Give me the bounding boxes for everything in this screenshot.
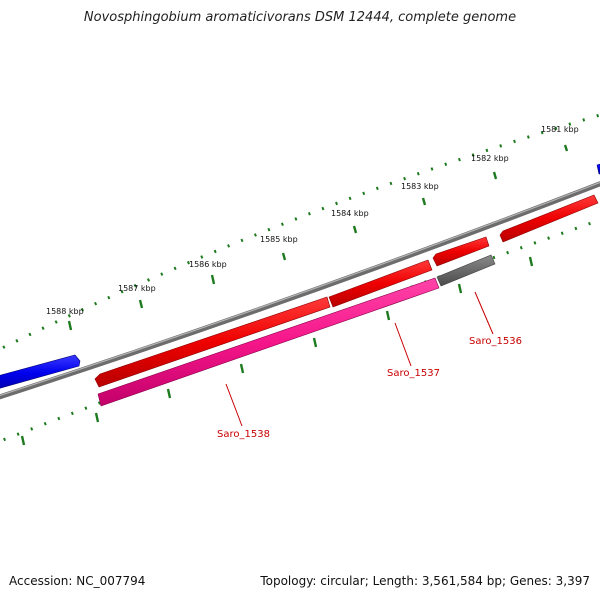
scale-label-1588: 1588 kbp bbox=[46, 307, 84, 316]
gene-forward-red-2 bbox=[328, 259, 433, 308]
genome-summary: Topology: circular; Length: 3,561,584 bp… bbox=[260, 574, 590, 588]
accession-value: NC_007794 bbox=[76, 574, 146, 588]
scale-label-1583: 1583 kbp bbox=[401, 182, 439, 191]
inner-major-ticks bbox=[20, 256, 534, 446]
length-value: 3,561,584 bp bbox=[421, 574, 502, 588]
leader-line-saro-1537 bbox=[394, 322, 412, 367]
gene-label-saro-1536: Saro_1536 bbox=[469, 336, 522, 347]
page-title: Novosphingobium aromaticivorans DSM 1244… bbox=[83, 10, 517, 25]
accession-label: Accession: bbox=[9, 574, 73, 588]
inner-major-tick bbox=[312, 337, 318, 348]
gene-forward-red-1 bbox=[94, 296, 331, 388]
genome-backbone-highlight bbox=[0, 181, 600, 396]
inner-major-tick bbox=[20, 435, 26, 446]
summary-separator: ; bbox=[364, 574, 373, 588]
outer-major-tick bbox=[492, 171, 498, 180]
outer-major-tick bbox=[67, 320, 73, 331]
gene-reverse-grey-saro-1536 bbox=[436, 254, 496, 287]
inner-major-tick bbox=[94, 412, 100, 423]
genome-backbone bbox=[0, 181, 600, 400]
outer-major-tick bbox=[281, 252, 287, 261]
outer-major-tick bbox=[352, 225, 358, 234]
inner-major-tick bbox=[166, 388, 172, 399]
gene-forward-red-4 bbox=[499, 194, 599, 243]
gene-label-saro-1537: Saro_1537 bbox=[387, 368, 440, 379]
scale-label-1582: 1582 kbp bbox=[471, 154, 509, 163]
outer-major-tick bbox=[138, 299, 144, 309]
outer-major-tick bbox=[210, 274, 216, 285]
gene-label-saro-1538: Saro_1538 bbox=[217, 429, 270, 440]
inner-major-tick bbox=[457, 283, 463, 294]
length-label: Length: bbox=[372, 574, 419, 588]
inner-major-tick bbox=[528, 256, 534, 267]
topology-label: Topology: bbox=[260, 574, 317, 588]
genes-value: 3,397 bbox=[555, 574, 590, 588]
scale-label-1584: 1584 kbp bbox=[331, 209, 369, 218]
outer-major-tick bbox=[421, 197, 427, 206]
accession-info: Accession: NC_007794 bbox=[9, 574, 145, 588]
leader-line-saro-1536 bbox=[474, 291, 494, 335]
scale-label-1585: 1585 kbp bbox=[260, 235, 298, 244]
topology-value: circular bbox=[320, 574, 365, 588]
outer-major-tick bbox=[563, 144, 569, 152]
gene-forward-red-3 bbox=[432, 236, 490, 267]
gene-forward-blue-right bbox=[596, 163, 600, 175]
outer-major-ticks bbox=[67, 144, 569, 331]
inner-major-tick bbox=[239, 363, 245, 374]
leader-line-saro-1538 bbox=[225, 383, 243, 427]
scale-label-1581: 1581 kbp bbox=[541, 125, 579, 134]
genes-label: Genes: bbox=[509, 574, 552, 588]
scale-label-1587: 1587 kbp bbox=[118, 284, 156, 293]
inner-major-tick bbox=[385, 310, 391, 321]
scale-label-1586: 1586 kbp bbox=[189, 260, 227, 269]
summary-separator: ; bbox=[501, 574, 510, 588]
gene-forward-blue-left bbox=[0, 354, 81, 389]
gene-reverse-pink-saro-1538 bbox=[97, 277, 440, 407]
